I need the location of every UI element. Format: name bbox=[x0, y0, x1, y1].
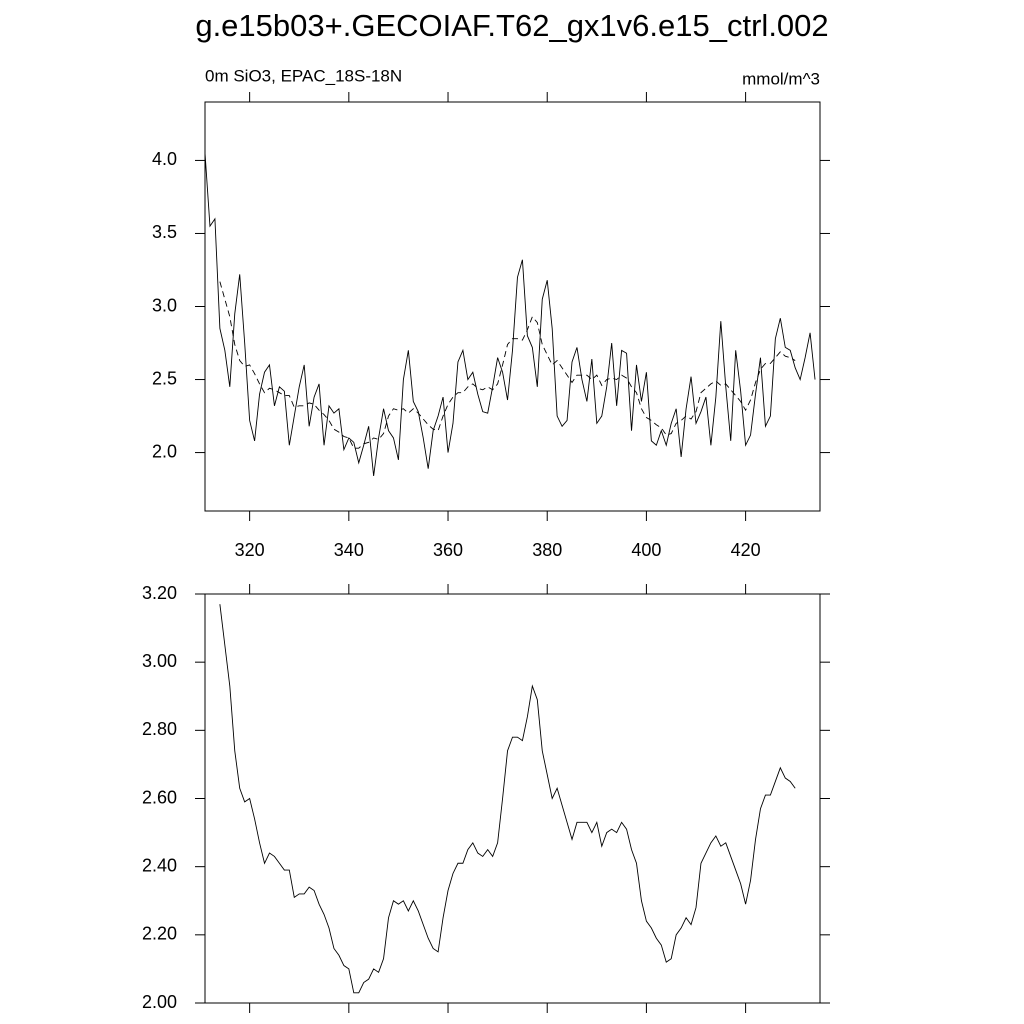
y-tick-label: 2.20 bbox=[142, 924, 177, 944]
y-tick-label: 2.80 bbox=[142, 719, 177, 739]
subtitle: 0m SiO3, EPAC_18S-18N bbox=[205, 66, 402, 85]
y-tick-label: 2.0 bbox=[152, 441, 177, 461]
units: mmol/m^3 bbox=[742, 69, 820, 88]
y-tick-label: 2.5 bbox=[152, 368, 177, 388]
y-tick-label: 2.40 bbox=[142, 855, 177, 875]
y-tick-label: 3.5 bbox=[152, 222, 177, 242]
y-tick-label: 2.60 bbox=[142, 787, 177, 807]
y-tick-label: 2.00 bbox=[142, 992, 177, 1012]
y-tick-label: 3.0 bbox=[152, 295, 177, 315]
x-tick-label: 320 bbox=[235, 540, 265, 560]
chart-title: g.e15b03+.GECOIAF.T62_gx1v6.e15_ctrl.002 bbox=[195, 8, 828, 43]
x-tick-label: 340 bbox=[334, 540, 364, 560]
y-tick-label: 3.20 bbox=[142, 583, 177, 603]
x-tick-label: 380 bbox=[532, 540, 562, 560]
data-line bbox=[219, 604, 796, 994]
x-tick-label: 420 bbox=[731, 540, 761, 560]
data-line bbox=[219, 281, 796, 449]
y-tick-label: 4.0 bbox=[152, 149, 177, 169]
y-tick-label: 3.00 bbox=[142, 651, 177, 671]
x-tick-label: 360 bbox=[433, 540, 463, 560]
plot-frame bbox=[204, 593, 821, 1004]
plot-frame bbox=[204, 101, 821, 512]
data-line bbox=[204, 153, 816, 476]
x-tick-label: 400 bbox=[631, 540, 661, 560]
